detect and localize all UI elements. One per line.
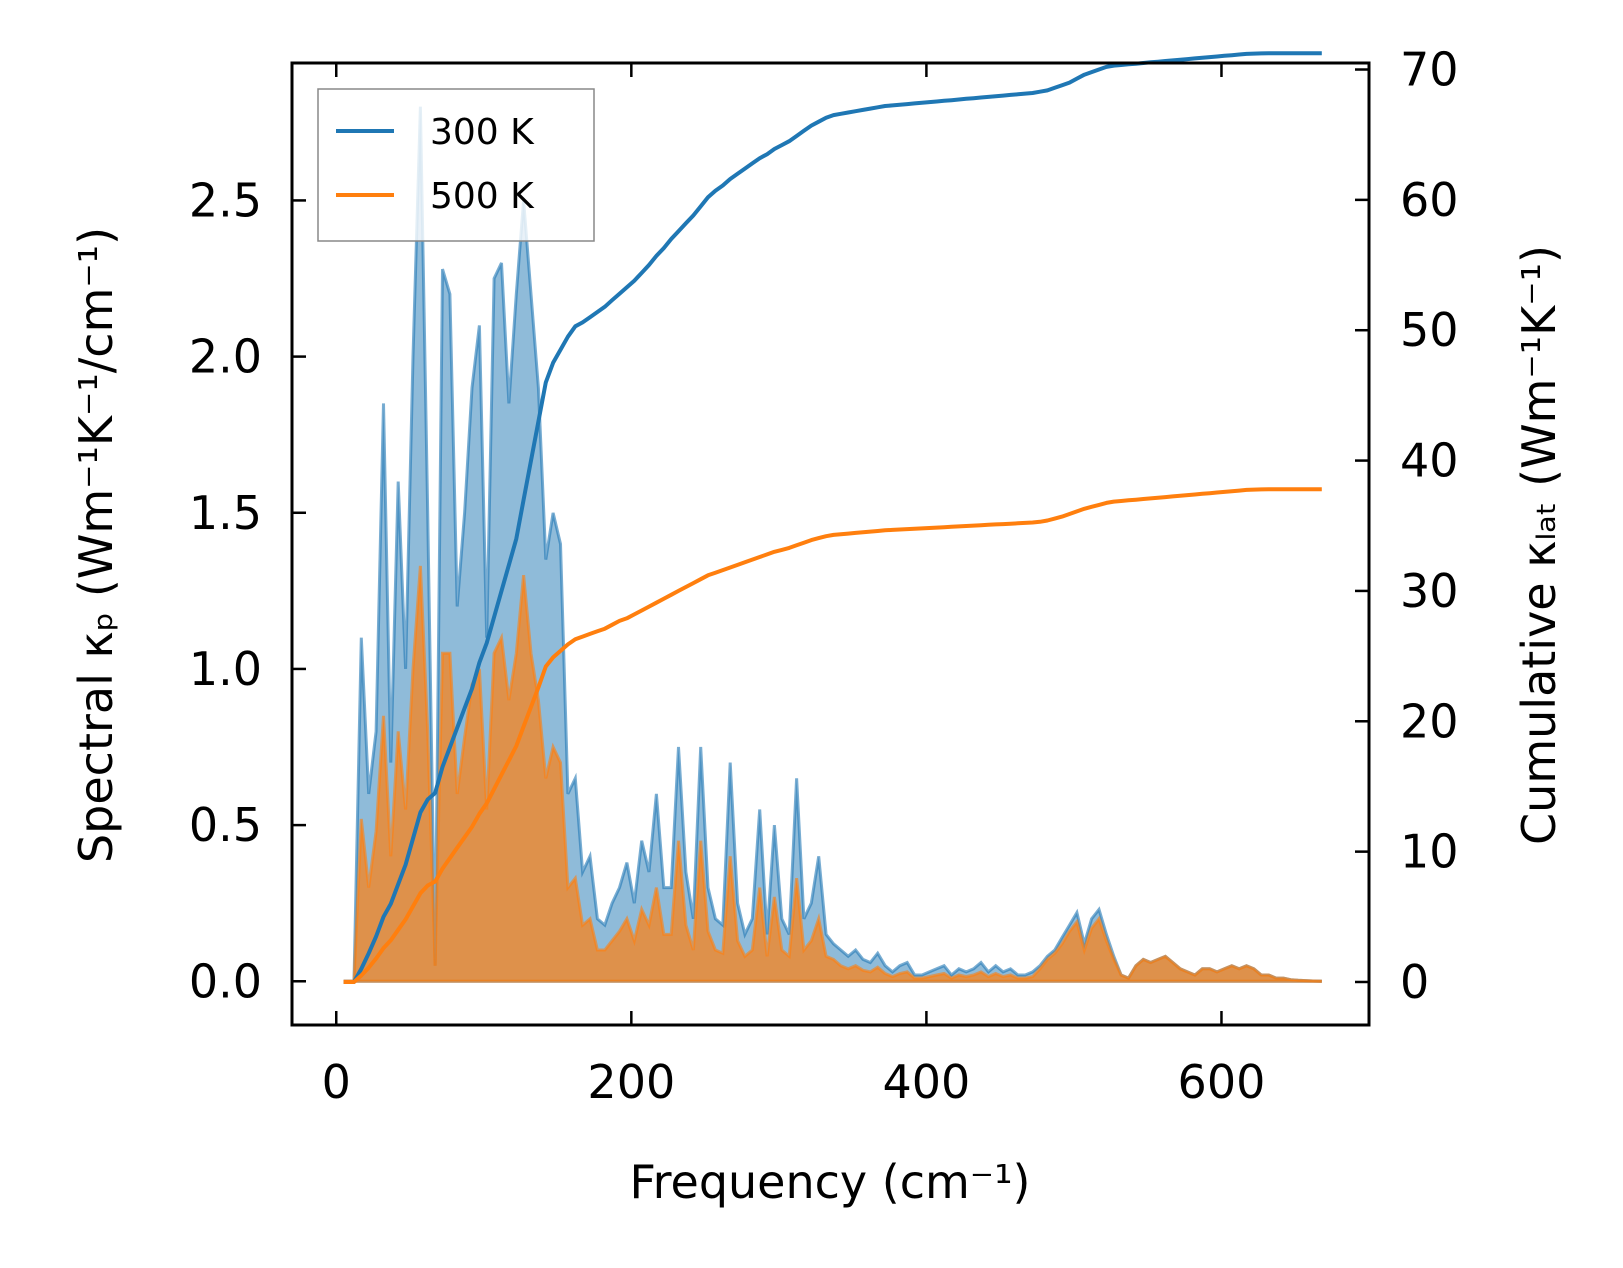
- y-axis-right-title: Cumulative κₗₐₜ (Wm⁻¹K⁻¹): [1512, 245, 1566, 845]
- y-left-tick-label: 0.5: [189, 798, 262, 852]
- y-left-tick-label: 2.5: [189, 173, 262, 227]
- y-right-tick-label: 30: [1400, 564, 1459, 618]
- y-right-tick-label: 20: [1400, 694, 1459, 748]
- x-tick-label: 200: [587, 1055, 675, 1109]
- legend-box: [317, 88, 595, 242]
- spectral-fill-500k: [343, 565, 1322, 982]
- y-right-tick-label: 0: [1400, 955, 1429, 1009]
- x-axis: 0 200 400 600: [322, 63, 1266, 1109]
- cumulative-line-500k: [343, 487, 1322, 984]
- legend: 300 K 500 K: [317, 88, 595, 242]
- y-left-tick-label: 1.0: [189, 642, 262, 696]
- y-left-tick-label: 1.5: [189, 486, 262, 540]
- y-right-tick-label: 10: [1400, 825, 1459, 879]
- spectral-line-500k: [343, 565, 1322, 983]
- x-tick-label: 600: [1178, 1055, 1266, 1109]
- legend-label-500k: 500 K: [430, 176, 535, 217]
- y-right-tick-label: 40: [1400, 434, 1459, 488]
- spectral-fill-layer: [343, 106, 1322, 983]
- y-right-tick-label: 50: [1400, 303, 1459, 357]
- y-left-tick-label: 2.0: [189, 330, 262, 384]
- y-axis-right: 0 10 20 30 40 50 60 70: [1355, 43, 1459, 1009]
- y-right-tick-label: 60: [1400, 173, 1459, 227]
- y-left-tick-label: 0.0: [189, 954, 262, 1008]
- x-axis-title: Frequency (cm⁻¹): [630, 1155, 1031, 1209]
- x-tick-label: 400: [882, 1055, 970, 1109]
- y-right-tick-label: 70: [1400, 43, 1459, 97]
- y-axis-left: 0.0 0.5 1.0 1.5 2.0 2.5: [189, 173, 306, 1008]
- x-tick-label: 0: [322, 1055, 351, 1109]
- legend-label-300k: 300 K: [430, 112, 535, 153]
- y-axis-left-title: Spectral κₚ (Wm⁻¹K⁻¹/cm⁻¹): [69, 227, 123, 863]
- plot-frame: [290, 61, 1371, 1027]
